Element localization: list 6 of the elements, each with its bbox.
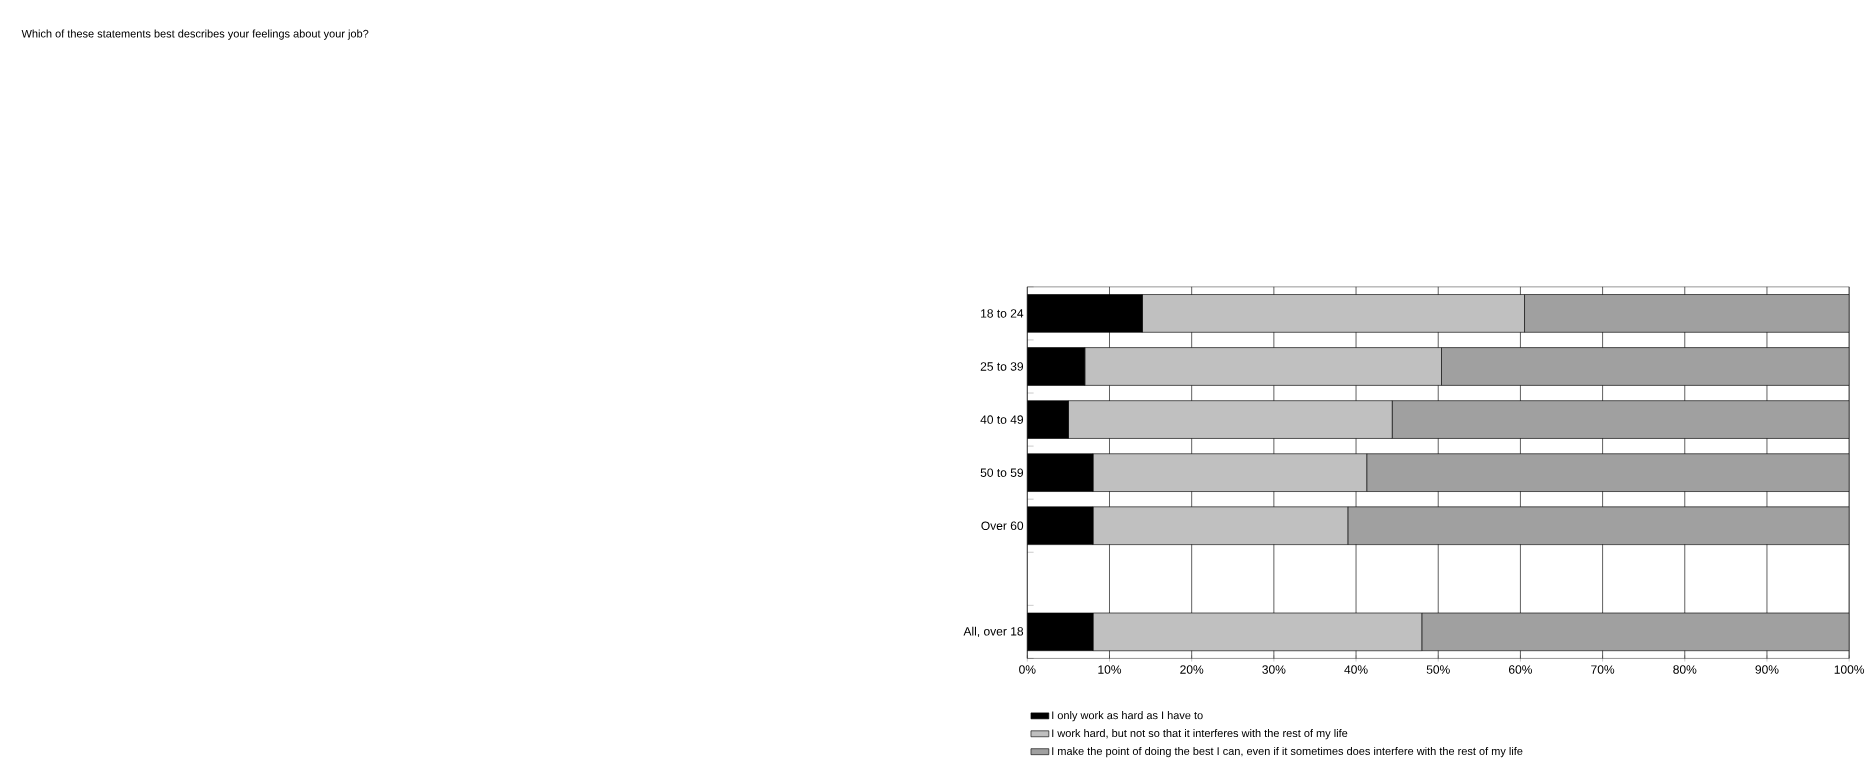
bar (1524, 293, 1850, 333)
bar (1421, 612, 1850, 651)
bar (1441, 346, 1850, 386)
bar (1391, 400, 1850, 439)
bar (1347, 506, 1850, 545)
bar (1366, 453, 1850, 492)
